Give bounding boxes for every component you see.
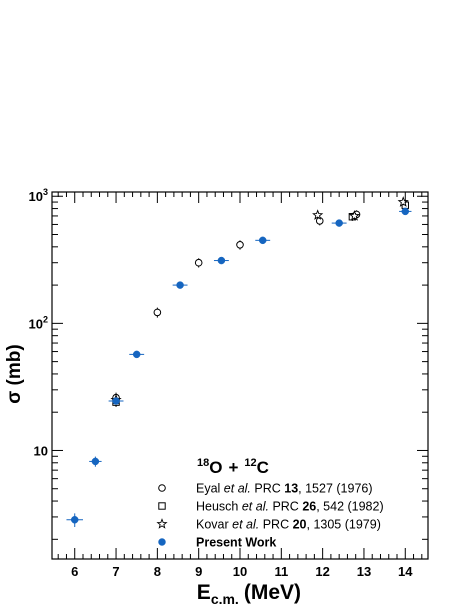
data-point [194, 258, 203, 268]
legend-volume: 13 [284, 482, 298, 496]
legend-authors: Eyal [196, 482, 224, 496]
legend-journal: PRC [259, 518, 292, 532]
legend-rest: , 1305 (1979) [307, 518, 381, 532]
legend-label: Heusch et al. PRC 26, 542 (1982) [196, 500, 384, 514]
data-point [213, 256, 229, 265]
legend-authors: Present Work [196, 536, 276, 550]
legend-label: Kovar et al. PRC 20, 1305 (1979) [196, 518, 381, 532]
reaction-plus: + [228, 458, 238, 477]
open-star-marker [397, 196, 409, 207]
y-axis-title: σ (mb) [4, 344, 25, 403]
x-tick-label: 11 [274, 564, 288, 579]
legend-marker [158, 484, 166, 492]
legend-label: Present Work [196, 536, 276, 550]
filled-circle-marker [217, 256, 226, 265]
legend-entry: Eyal et al. PRC 13, 1527 (1976) [158, 482, 373, 496]
x-tick-label: 6 [71, 564, 78, 579]
data-point [108, 397, 124, 405]
open-star-marker [348, 210, 361, 221]
x-tick-label: 9 [195, 564, 202, 579]
y-tick-exponent: 3 [43, 187, 48, 197]
legend-marker [158, 538, 166, 546]
legend-entry: Heusch et al. PRC 26, 542 (1982) [158, 500, 384, 514]
reaction-projectile-mass: 18 [197, 457, 209, 469]
x-axis-title-main: E [197, 581, 211, 604]
y-tick-label: 103 [29, 187, 48, 204]
legend: Eyal et al. PRC 13, 1527 (1976) Heusch et… [156, 482, 384, 550]
filled-circle-marker [112, 397, 120, 405]
data-point [397, 196, 409, 207]
x-tick-label: 13 [357, 564, 371, 579]
data-point [312, 209, 324, 220]
data-point [255, 236, 271, 245]
reaction-projectile: O [209, 458, 222, 477]
legend-entry: Kovar et al. PRC 20, 1305 (1979) [156, 518, 381, 532]
y-tick-exponent: 2 [43, 314, 48, 324]
data-point [66, 513, 83, 527]
legend-etal: et al. [232, 518, 259, 532]
y-tick-label: 102 [29, 314, 48, 331]
x-tick-label: 12 [315, 564, 329, 579]
legend-volume: 26 [302, 500, 316, 514]
data-point [153, 307, 162, 318]
open-circle-marker [236, 240, 244, 249]
data-point [129, 350, 145, 359]
filled-circle-marker [401, 207, 410, 216]
legend-rest: , 542 (1982) [316, 500, 383, 514]
filled-circle-marker [132, 350, 141, 359]
data-point [399, 207, 412, 216]
legend-authors: Kovar [196, 518, 232, 532]
x-axis-title-units: (MeV) [244, 581, 301, 604]
reaction-label: 18O +12C [197, 457, 269, 477]
legend-label: Eyal et al. PRC 13, 1527 (1976) [196, 482, 373, 496]
filled-circle-marker [91, 457, 100, 466]
filled-circle-marker [70, 516, 79, 524]
data-point [89, 456, 102, 467]
open-circle-marker [153, 308, 162, 317]
data-point [348, 210, 361, 221]
y-tick-base: 10 [29, 316, 43, 331]
data-point [172, 281, 188, 289]
x-tick-label: 8 [154, 564, 161, 579]
legend-volume: 20 [293, 518, 307, 532]
data-points [66, 196, 412, 527]
data-point [331, 219, 347, 227]
reaction-target: C [257, 458, 269, 477]
reaction-target-mass: 12 [244, 457, 256, 469]
filled-circle-marker [335, 219, 343, 227]
y-tick-base: 10 [34, 443, 48, 458]
legend-etal: et al. [224, 482, 251, 496]
filled-circle-marker [158, 538, 166, 546]
filled-circle-marker [258, 236, 267, 245]
x-axis-title: Ec.m. (MeV) [197, 581, 301, 607]
x-axis-title-subscript: c.m. [211, 591, 239, 607]
y-tick-label: 10 [34, 443, 48, 458]
open-star-marker [312, 209, 324, 220]
x-tick-label: 10 [233, 564, 247, 579]
x-tick-label: 14 [398, 564, 413, 579]
data-point [236, 240, 244, 250]
open-square-marker [158, 502, 166, 510]
legend-marker [156, 518, 168, 529]
legend-marker [158, 502, 166, 510]
legend-journal: PRC [269, 500, 302, 514]
open-circle-marker [194, 258, 203, 267]
filled-circle-marker [176, 281, 184, 289]
legend-entry: Present Work [158, 536, 276, 550]
legend-etal: et al. [242, 500, 269, 514]
legend-journal: PRC [251, 482, 284, 496]
open-circle-marker [158, 484, 166, 492]
y-tick-base: 10 [29, 189, 43, 204]
legend-authors: Heusch [196, 500, 242, 514]
x-tick-label: 7 [112, 564, 119, 579]
legend-rest: , 1527 (1976) [298, 482, 372, 496]
open-star-marker [156, 518, 168, 529]
